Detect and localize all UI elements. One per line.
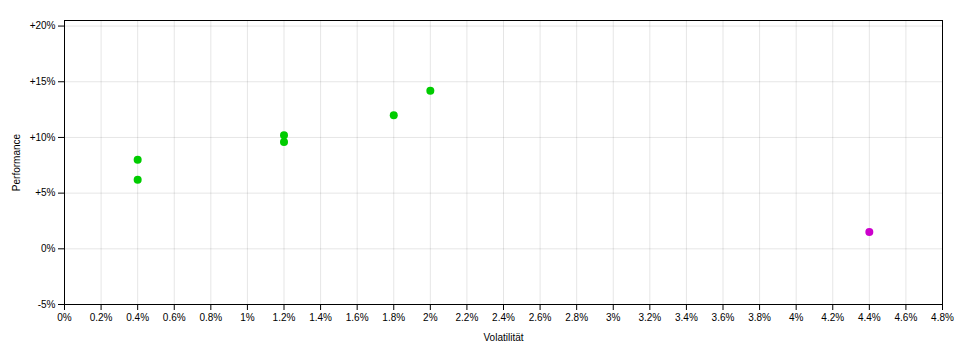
svg-text:Volatilität: Volatilität bbox=[483, 332, 523, 343]
svg-text:+20%: +20% bbox=[30, 20, 56, 31]
svg-text:2.6%: 2.6% bbox=[529, 312, 552, 323]
svg-text:0.4%: 0.4% bbox=[126, 312, 149, 323]
svg-text:1.6%: 1.6% bbox=[346, 312, 369, 323]
svg-text:1.2%: 1.2% bbox=[273, 312, 296, 323]
svg-text:2.2%: 2.2% bbox=[456, 312, 479, 323]
svg-text:2.4%: 2.4% bbox=[492, 312, 515, 323]
svg-text:3.6%: 3.6% bbox=[712, 312, 735, 323]
svg-text:0%: 0% bbox=[41, 243, 56, 254]
svg-text:+10%: +10% bbox=[30, 132, 56, 143]
svg-text:1.4%: 1.4% bbox=[309, 312, 332, 323]
svg-text:4.2%: 4.2% bbox=[821, 312, 844, 323]
svg-text:+15%: +15% bbox=[30, 76, 56, 87]
svg-text:4.8%: 4.8% bbox=[931, 312, 954, 323]
svg-text:+5%: +5% bbox=[35, 187, 55, 198]
svg-text:3.2%: 3.2% bbox=[638, 312, 661, 323]
svg-text:4.4%: 4.4% bbox=[858, 312, 881, 323]
svg-text:0.6%: 0.6% bbox=[163, 312, 186, 323]
svg-text:2.8%: 2.8% bbox=[565, 312, 588, 323]
svg-text:2%: 2% bbox=[423, 312, 438, 323]
svg-text:Performance: Performance bbox=[11, 133, 22, 191]
svg-text:-5%: -5% bbox=[38, 299, 56, 310]
svg-text:0%: 0% bbox=[57, 312, 72, 323]
svg-text:4.6%: 4.6% bbox=[895, 312, 918, 323]
svg-text:0.2%: 0.2% bbox=[90, 312, 113, 323]
svg-text:0.8%: 0.8% bbox=[199, 312, 222, 323]
svg-text:4%: 4% bbox=[789, 312, 804, 323]
svg-text:3%: 3% bbox=[606, 312, 621, 323]
svg-text:3.4%: 3.4% bbox=[675, 312, 698, 323]
svg-text:1%: 1% bbox=[240, 312, 255, 323]
svg-text:3.8%: 3.8% bbox=[748, 312, 771, 323]
svg-text:1.8%: 1.8% bbox=[382, 312, 405, 323]
